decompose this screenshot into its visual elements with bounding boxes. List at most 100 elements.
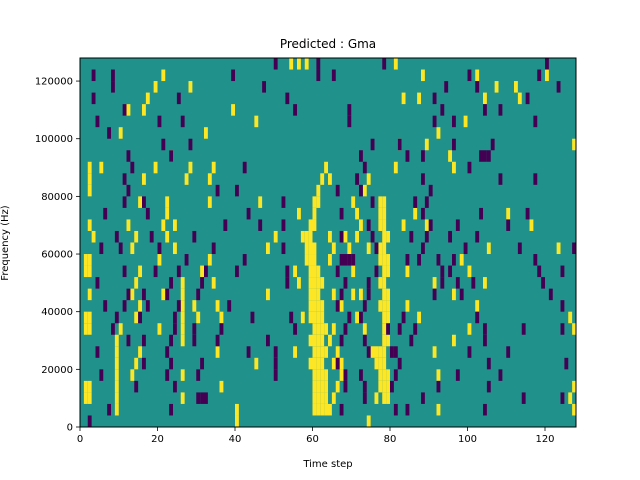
heatmap-cell bbox=[328, 334, 332, 347]
heatmap-cell bbox=[378, 357, 383, 370]
heatmap-cell bbox=[308, 254, 313, 266]
heatmap-cell bbox=[316, 369, 321, 381]
heatmap-cell bbox=[134, 311, 139, 324]
heatmap-cell bbox=[390, 380, 394, 393]
heatmap-cell bbox=[436, 380, 441, 393]
heatmap-cell bbox=[382, 369, 387, 381]
heatmap-cell bbox=[316, 300, 321, 312]
heatmap-cell bbox=[320, 311, 325, 324]
heatmap-cell bbox=[560, 392, 565, 404]
x-axis: 0 20 40 60 80 100 120 bbox=[77, 427, 555, 445]
heatmap-cell bbox=[114, 334, 119, 347]
y-tick-label: 40000 bbox=[41, 307, 73, 318]
heatmap-cell bbox=[409, 334, 414, 347]
heatmap-cell bbox=[463, 115, 468, 128]
heatmap-cell bbox=[173, 311, 177, 324]
heatmap-cell bbox=[266, 242, 270, 255]
heatmap-cell bbox=[467, 323, 472, 335]
heatmap-cell bbox=[537, 265, 542, 278]
heatmap-cell bbox=[386, 334, 391, 347]
heatmap-cell bbox=[378, 207, 383, 220]
heatmap-cell bbox=[440, 265, 445, 278]
heatmap-cell bbox=[556, 81, 561, 93]
heatmap-cell bbox=[312, 265, 317, 278]
heatmap-cell bbox=[343, 277, 348, 289]
heatmap-cell bbox=[246, 207, 251, 220]
heatmap-cell bbox=[161, 288, 166, 301]
heatmap-cell bbox=[308, 311, 313, 324]
heatmap-cell bbox=[126, 288, 131, 301]
heatmap-cell bbox=[486, 380, 491, 393]
heatmap-cell bbox=[83, 311, 88, 324]
heatmap-cell bbox=[316, 323, 321, 335]
heatmap-cell bbox=[362, 323, 367, 335]
heatmap-cell bbox=[138, 265, 143, 278]
heatmap-cell bbox=[192, 334, 197, 347]
heatmap-cell bbox=[351, 288, 356, 301]
heatmap-cell bbox=[452, 161, 456, 174]
heatmap-cell bbox=[289, 311, 294, 324]
heatmap-cell bbox=[180, 288, 185, 301]
heatmap-cell bbox=[432, 346, 437, 358]
heatmap-cell bbox=[219, 311, 224, 324]
heatmap-cell bbox=[99, 242, 104, 255]
heatmap-cell bbox=[467, 346, 472, 358]
heatmap-cell bbox=[424, 219, 429, 231]
heatmap-cell bbox=[83, 380, 88, 393]
heatmap-cell bbox=[285, 277, 290, 289]
heatmap-cell bbox=[122, 265, 127, 278]
heatmap-cell bbox=[362, 392, 367, 404]
heatmap-cell bbox=[246, 346, 251, 358]
heatmap-cell bbox=[359, 219, 363, 231]
heatmap-cell bbox=[521, 323, 526, 335]
heatmap-cell bbox=[316, 311, 321, 324]
heatmap-cell bbox=[204, 265, 208, 278]
heatmap-cell bbox=[393, 161, 398, 174]
heatmap-cell bbox=[165, 196, 170, 208]
heatmap-cell bbox=[180, 369, 185, 381]
heatmap-cell bbox=[452, 334, 456, 347]
heatmap-cell bbox=[343, 323, 348, 335]
heatmap-cell bbox=[304, 230, 309, 243]
heatmap-cell bbox=[204, 392, 208, 404]
heatmap-cell bbox=[467, 69, 472, 82]
heatmap-cell bbox=[114, 369, 119, 381]
heatmap-cell bbox=[87, 184, 92, 197]
heatmap-cell bbox=[126, 104, 131, 116]
heatmap-cell bbox=[173, 323, 177, 335]
heatmap-cell bbox=[316, 69, 321, 82]
heatmap-cell bbox=[428, 219, 433, 231]
heatmap-cell bbox=[235, 403, 239, 416]
heatmap-cell bbox=[312, 357, 317, 370]
heatmap-cell bbox=[103, 300, 108, 312]
heatmap-cell bbox=[498, 369, 503, 381]
heatmap-cell bbox=[331, 323, 336, 335]
heatmap-cell bbox=[126, 150, 131, 162]
heatmap-cell bbox=[483, 150, 487, 162]
heatmap-cell bbox=[328, 230, 332, 243]
heatmap-cell bbox=[153, 161, 158, 174]
heatmap-cell bbox=[436, 369, 441, 381]
heatmap-cell bbox=[366, 288, 371, 301]
heatmap-cell bbox=[215, 346, 220, 358]
heatmap-cell bbox=[285, 92, 290, 105]
heatmap-cell bbox=[91, 92, 96, 105]
heatmap-cell bbox=[231, 69, 236, 82]
heatmap-cell bbox=[351, 196, 356, 208]
heatmap-cell bbox=[103, 207, 108, 220]
heatmap-cell bbox=[386, 288, 391, 301]
heatmap-cell bbox=[370, 230, 375, 243]
heatmap-cell bbox=[382, 357, 387, 370]
heatmap-cell bbox=[281, 242, 286, 255]
heatmap-cell bbox=[339, 230, 344, 243]
heatmap-cell bbox=[486, 242, 491, 255]
heatmap-cell bbox=[331, 69, 336, 82]
heatmap-cell bbox=[374, 392, 379, 404]
heatmap-cell bbox=[397, 138, 402, 151]
heatmap-cell bbox=[339, 288, 344, 301]
heatmap-cell bbox=[459, 254, 464, 266]
heatmap-cell bbox=[533, 173, 538, 185]
heatmap-cell bbox=[347, 242, 352, 255]
heatmap-cell bbox=[176, 265, 181, 278]
heatmap-cell bbox=[339, 334, 344, 347]
